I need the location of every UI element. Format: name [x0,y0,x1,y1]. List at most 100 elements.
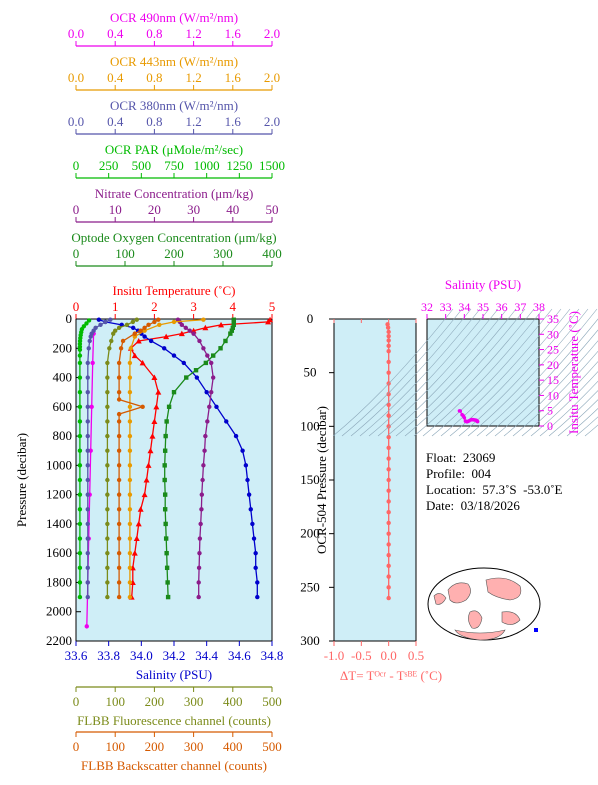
ts-x-tick-label: 33 [440,300,452,314]
ocr490-tick-label: 2.0 [264,26,280,41]
oxygen-axis-title: Optode Oxygen Concentration (μm/kg) [71,230,276,245]
salinity-tick-label: 33.8 [97,648,120,663]
density-contour [521,361,598,437]
salinity-point [253,565,258,571]
oxygen-point [184,375,189,380]
profile-id: Profile: 004 [426,466,491,481]
salinity-point [246,492,252,497]
delta-t-point [386,595,391,601]
backscatter-point [116,419,122,424]
density-contour [341,308,463,437]
density-contour [350,308,472,437]
pressure-tick-label: 1600 [46,545,72,560]
fluorescence-point [105,360,110,366]
float-info: Float: 23069 Profile: 004 Location: 57.3… [426,450,562,514]
oxygen-point [162,463,167,468]
temperature-point [151,374,158,381]
ocr380-point [85,477,90,483]
ocr443-point [127,580,133,585]
delta-t-point [386,343,391,349]
nitrate-point [198,521,203,527]
par-point [77,448,83,453]
fluorescence-point [105,536,110,541]
ocr380-point [85,565,90,571]
ocr380-point [85,550,90,556]
oxygen-point [164,565,170,571]
delta-t-point [386,370,391,375]
oxygen-point [171,389,177,395]
delta-t-pressure-title: OCR-504 Pressure (decibar) [314,406,329,554]
fluorescence-point [109,338,114,344]
delta-t-point [385,325,391,330]
delta-t-point [386,499,391,504]
ts-y-tick-label: 35 [547,312,559,326]
par-point [84,321,89,326]
oxygen-point [165,580,170,585]
oxygen-point [193,368,199,373]
density-contour [359,308,481,437]
delta-t-point [386,542,391,547]
nitrate-axis-title: Nitrate Concentration (μm/kg) [95,186,254,201]
par-tick-label: 1250 [226,158,252,173]
temperature-point [155,389,162,395]
par-point [77,353,83,358]
ocr443-point [127,389,133,395]
backscatter-tick-label: 100 [105,739,125,754]
fluorescence-point [105,463,110,468]
pressure-tick-label: 1400 [46,516,72,531]
backscatter-point [116,580,122,585]
ocr443-axis-title: OCR 443nm (W/m²/nm) [110,54,238,69]
ocr380-point [103,319,108,325]
backscatter-point [138,328,143,333]
delta-t-point [386,520,391,526]
ocr443-tick-label: 0.8 [146,70,162,85]
ocr380-point [85,580,90,585]
pressure-tick-label: 600 [53,399,73,414]
salinity-point [142,334,147,339]
backscatter-tick-label: 300 [184,739,204,754]
nitrate-point [199,507,204,512]
temperature-point [145,462,152,468]
ocr443-point [127,463,133,468]
nitrate-tick-label: 0 [73,202,80,217]
fluorescence-tick-label: 400 [223,694,243,709]
ts-y-tick-label: 15 [547,373,559,387]
fluorescence-tick-label: 500 [262,694,282,709]
density-contour [476,308,598,437]
salinity-point [253,550,258,556]
oxygen-point [162,492,168,497]
temperature-tick-label: 3 [190,299,197,314]
density-contour [368,308,490,437]
ts-x-tick-label: 32 [421,300,433,314]
ocr380-point [85,433,90,439]
fluorescence-point [116,325,122,330]
delta-t-pressure-tick-label: 300 [300,633,320,648]
oxygen-point [165,594,171,600]
ocr443-tick-label: 0.0 [68,70,84,85]
backscatter-point [116,507,122,512]
oxygen-point [223,338,228,344]
par-point [77,477,83,483]
fluorescence-point [105,375,110,380]
ocr443-point [127,448,133,453]
delta-t-pressure-tick-label: 50 [304,365,317,380]
fluorescence-point [105,389,110,395]
delta-t-axis-title: ΔT= Tᴼᶜʳ - Tˢᴮᴱ (˚C) [340,668,442,683]
nitrate-point [211,375,216,380]
nitrate-tick-label: 30 [187,202,200,217]
delta-t-point [386,424,391,429]
temperature-point [147,447,154,454]
par-point [77,389,83,395]
nitrate-point [202,448,207,453]
backscatter-point [156,317,161,322]
map-landmass [485,577,522,601]
density-contour [494,329,598,437]
temperature-point [141,491,148,498]
salinity-point [240,448,245,453]
nitrate-tick-label: 10 [109,202,122,217]
delta-t-point [386,456,391,461]
density-contour [557,399,598,437]
backscatter-point [116,594,122,600]
ocr380-point [88,334,93,339]
backscatter-point [116,536,122,541]
